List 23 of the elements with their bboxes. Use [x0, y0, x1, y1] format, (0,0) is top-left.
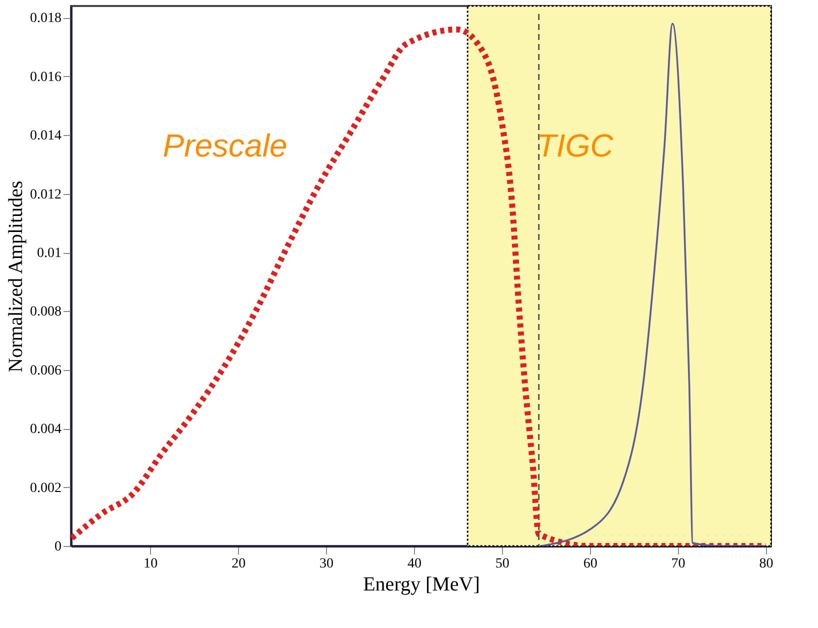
x-tick-label: 50: [495, 556, 510, 572]
y-tick-label: 0.01: [37, 246, 62, 262]
x-tick-label: 80: [759, 556, 774, 572]
y-tick-label: 0.002: [30, 480, 62, 496]
line-series: [540, 22, 767, 546]
y-tick-label: 0.012: [30, 187, 62, 202]
y-tick-label: 0.006: [30, 363, 62, 378]
y-tick-label: 0.018: [30, 11, 62, 26]
y-tick-label: 0.016: [30, 70, 62, 85]
y-tick-label: 0.008: [30, 304, 62, 320]
annotation: TIGC: [536, 127, 614, 164]
y-axis-title: Normalized Amplitudes: [5, 180, 27, 372]
annotation: Prescale: [162, 127, 288, 164]
x-tick-label: 20: [232, 556, 246, 572]
x-tick-label: 40: [407, 556, 422, 572]
x-axis-title: Energy [MeV]: [363, 574, 480, 596]
x-tick-label: 10: [144, 556, 158, 572]
y-tick-label: 0.004: [30, 422, 62, 438]
y-tick-label: 0: [54, 540, 62, 554]
x-tick-label: 70: [671, 556, 686, 572]
x-tick-label: 30: [320, 556, 334, 572]
y-tick-label: 0.014: [30, 128, 62, 144]
x-tick-label: 60: [583, 556, 598, 572]
